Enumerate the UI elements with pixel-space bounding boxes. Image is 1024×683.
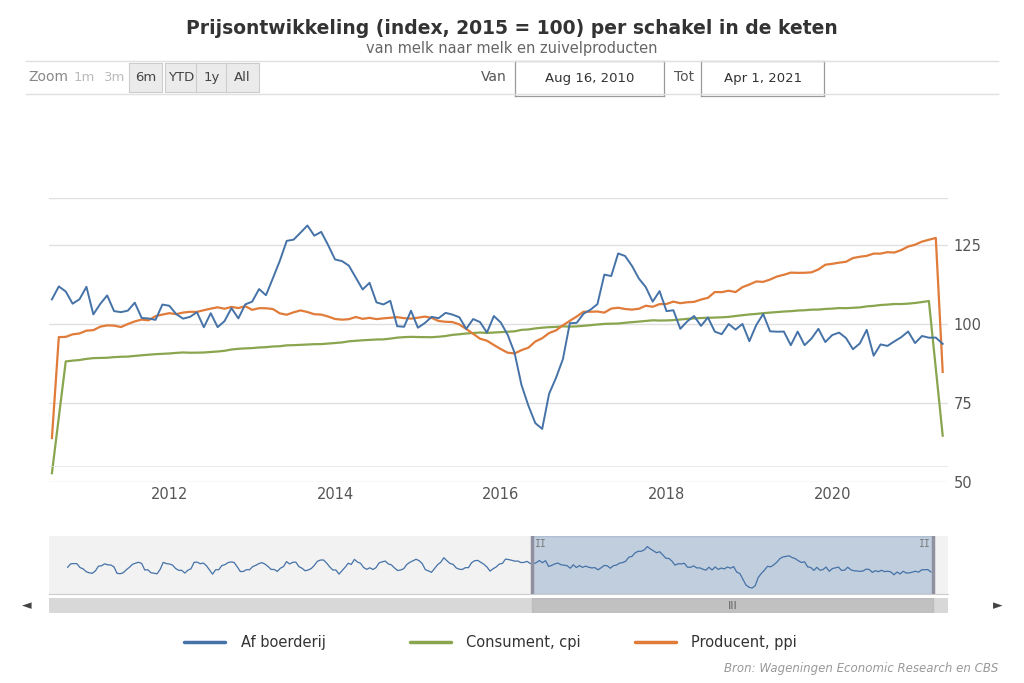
Text: YTD: YTD — [168, 70, 195, 84]
Text: II: II — [919, 540, 931, 549]
Text: Consument, cpi: Consument, cpi — [466, 635, 581, 650]
Text: Van: Van — [481, 70, 507, 84]
Text: 6m: 6m — [135, 70, 156, 84]
Text: II: II — [535, 540, 547, 549]
Text: Af boerderij: Af boerderij — [241, 635, 326, 650]
Text: All: All — [234, 70, 251, 84]
Text: Aug 16, 2010: Aug 16, 2010 — [545, 72, 634, 85]
Text: Bron: Wageningen Economic Research en CBS: Bron: Wageningen Economic Research en CB… — [724, 662, 998, 675]
Text: Prijsontwikkeling (index, 2015 = 100) per schakel in de keten: Prijsontwikkeling (index, 2015 = 100) pe… — [186, 19, 838, 38]
Text: Zoom: Zoom — [29, 70, 69, 84]
Text: III: III — [728, 601, 737, 611]
Text: ◄: ◄ — [22, 599, 32, 613]
Text: Apr 1, 2021: Apr 1, 2021 — [724, 72, 802, 85]
Text: Tot: Tot — [674, 70, 694, 84]
Text: 1m: 1m — [74, 70, 94, 84]
Bar — [532, 536, 934, 594]
Text: 3m: 3m — [104, 70, 125, 84]
Text: ►: ► — [992, 599, 1002, 613]
Text: Producent, ppi: Producent, ppi — [691, 635, 797, 650]
Text: van melk naar melk en zuivelproducten: van melk naar melk en zuivelproducten — [367, 41, 657, 56]
Bar — [532, 598, 934, 613]
Text: 1y: 1y — [204, 70, 220, 84]
